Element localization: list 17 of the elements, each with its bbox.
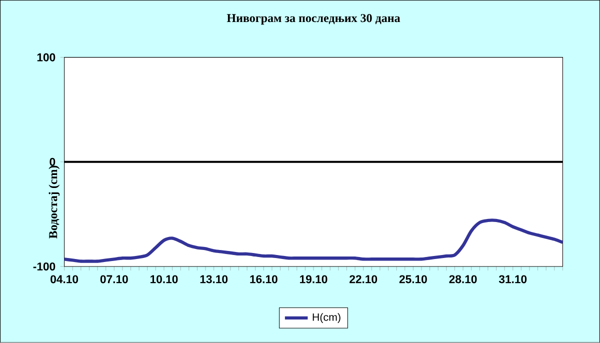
x-tick-label: 22.10 (350, 275, 378, 284)
x-tick-label: 04.10 (50, 275, 78, 284)
x-tick-label: 25.10 (399, 275, 427, 284)
line-series (62, 218, 564, 263)
chart-title: Нивограм за последњих 30 дана (226, 14, 400, 25)
x-tick-label: 07.10 (100, 275, 128, 284)
x-tick-label: 31.10 (498, 275, 527, 284)
y-axis-title: Водостај (cm) (48, 166, 60, 239)
legend-label: H(cm) (312, 313, 340, 324)
x-tick-label: 10.10 (150, 275, 178, 284)
x-tick-label: 13.10 (200, 275, 228, 284)
y-tick-label: -100 (33, 262, 56, 271)
y-tick-label: 100 (37, 53, 56, 62)
y-tick-label: 0 (50, 158, 56, 166)
x-tick-label: 28.10 (449, 275, 477, 284)
x-tick-label: 19.10 (300, 275, 328, 284)
x-tick-label: 16.10 (250, 275, 278, 284)
